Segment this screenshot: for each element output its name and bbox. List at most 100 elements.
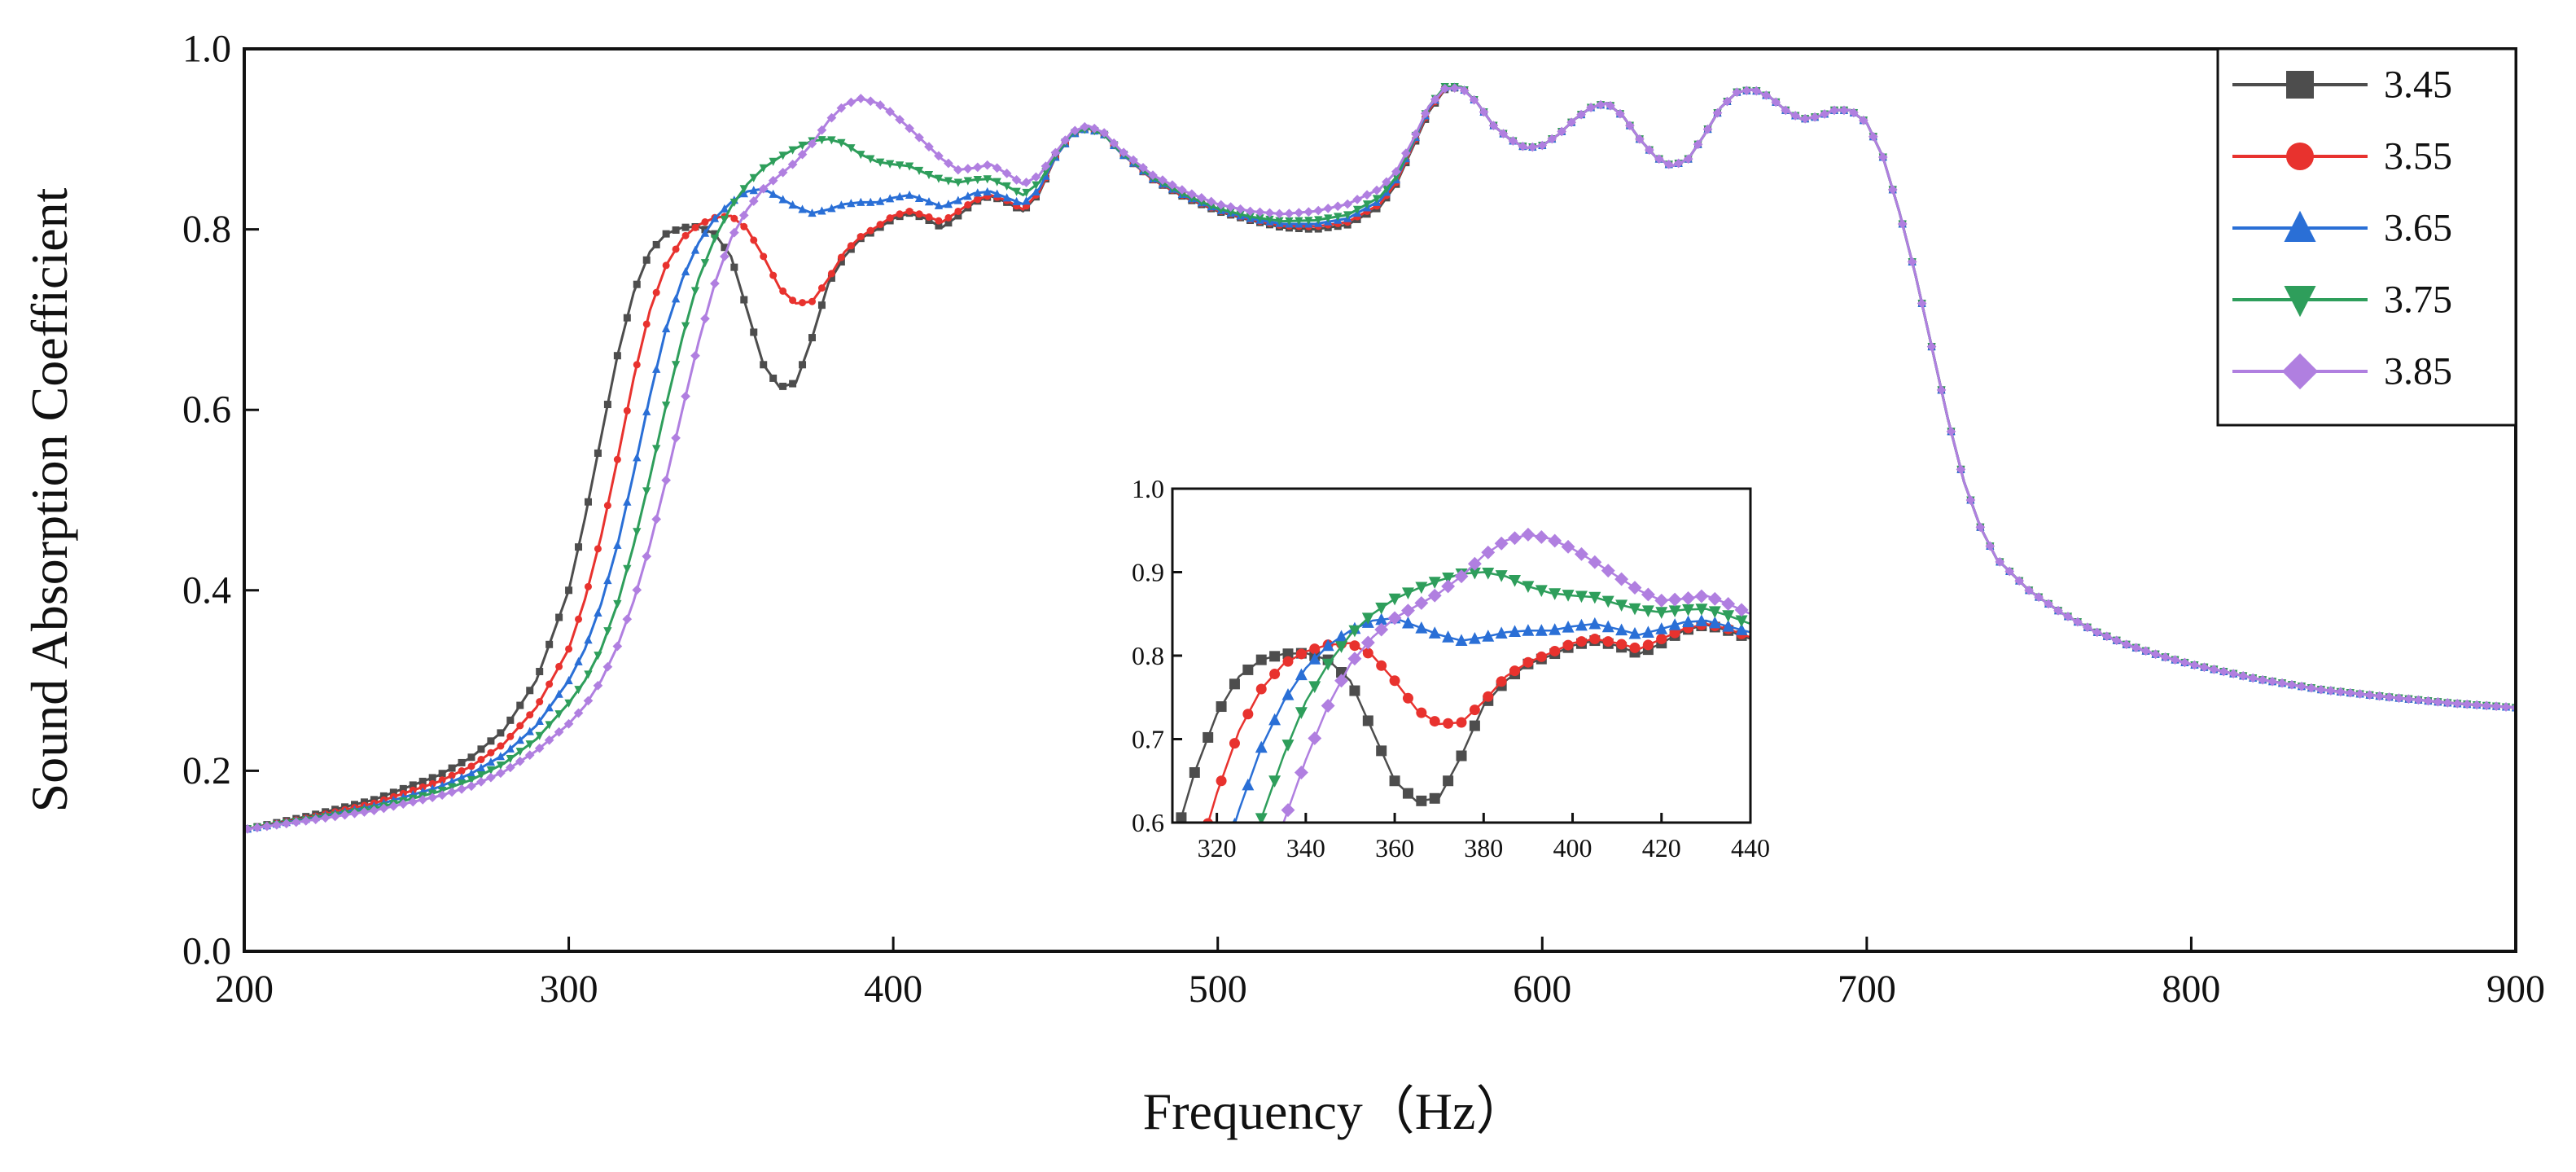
main-point-3.85: [1031, 172, 1041, 182]
inset-point-3.75: [1509, 575, 1522, 587]
main-point-3.75: [769, 157, 778, 166]
main-point-3.85: [1673, 158, 1684, 169]
main-point-3.85: [1449, 83, 1460, 93]
main-point-3.45: [545, 640, 554, 648]
main-point-3.55: [886, 214, 894, 222]
main-point-3.75: [992, 178, 1001, 187]
legend-marker: [2281, 353, 2319, 390]
main-point-3.85: [476, 777, 486, 787]
main-point-3.45: [487, 737, 495, 745]
main-point-3.85: [1897, 219, 1908, 229]
main-series-3.85: [244, 83, 2516, 834]
main-point-3.65: [584, 635, 593, 644]
main-point-3.75: [623, 564, 632, 573]
legend-marker: [2284, 286, 2316, 318]
main-point-3.85: [1761, 90, 1772, 100]
inset-point-3.65: [1522, 624, 1535, 636]
main-point-3.85: [2287, 679, 2297, 690]
inset-point-3.75: [1348, 625, 1361, 638]
main-y-tick-label: 0.8: [182, 208, 231, 251]
inset-y-tick-label: 0.9: [1132, 558, 1164, 587]
main-point-3.85: [836, 103, 847, 113]
main-point-3.85: [1566, 117, 1577, 128]
main-point-3.85: [1303, 207, 1314, 217]
inset-point-3.75: [1335, 641, 1348, 653]
inset-point-3.75: [1641, 605, 1654, 617]
main-point-3.85: [2325, 686, 2336, 696]
inset-point-3.55: [1562, 639, 1574, 651]
main-point-3.55: [847, 242, 855, 250]
main-point-3.85: [1264, 208, 1275, 218]
main-point-3.85: [1508, 136, 1518, 146]
inset-point-3.55: [1376, 660, 1387, 671]
main-y-tick-label: 0.6: [182, 388, 231, 432]
main-point-3.65: [545, 703, 554, 712]
inset-point-3.85: [1614, 572, 1629, 586]
main-point-3.55: [448, 771, 456, 779]
main-point-3.85: [602, 661, 613, 672]
inset-point-3.85: [1281, 803, 1295, 818]
inset-clip-group: [1176, 527, 1750, 823]
inset-point-3.65: [1232, 817, 1238, 823]
main-point-3.65: [963, 191, 972, 200]
main-point-3.85: [1596, 99, 1606, 110]
inset-point-3.65: [1268, 713, 1281, 726]
main-point-3.85: [1011, 175, 1022, 185]
main-point-3.45: [681, 223, 690, 231]
main-point-3.85: [1459, 86, 1470, 96]
main-point-3.75: [564, 699, 573, 708]
main-point-3.85: [2452, 699, 2463, 709]
main-point-3.85: [310, 814, 321, 824]
main-y-tick-label: 0.4: [182, 568, 231, 612]
main-point-3.75: [1285, 217, 1294, 226]
main-point-3.85: [1859, 115, 1868, 125]
main-point-3.85: [1683, 154, 1693, 165]
inset-point-3.85: [1454, 569, 1469, 584]
main-point-3.85: [2297, 681, 2307, 691]
main-point-3.55: [613, 455, 621, 463]
main-point-3.85: [1488, 121, 1499, 131]
main-point-3.55: [905, 207, 913, 215]
main-point-3.85: [1294, 208, 1304, 217]
main-point-3.85: [1391, 166, 1401, 177]
main-point-3.75: [1334, 213, 1343, 222]
main-point-3.75: [895, 161, 905, 170]
inset-point-3.65: [1628, 626, 1641, 639]
main-point-3.85: [2004, 566, 2015, 577]
main-point-3.85: [1868, 131, 1878, 142]
inset-point-3.75: [1361, 612, 1374, 625]
inset-point-3.85: [1628, 581, 1642, 595]
main-point-3.85: [1557, 126, 1567, 137]
main-point-3.55: [603, 502, 611, 510]
inset-point-3.45: [1229, 678, 1240, 690]
main-point-3.85: [2482, 700, 2491, 711]
main-point-3.75: [1022, 188, 1031, 198]
main-point-3.75: [1343, 211, 1352, 220]
inset-point-3.85: [1534, 530, 1549, 544]
inset-point-3.45: [1402, 788, 1413, 799]
main-point-3.85: [583, 696, 594, 706]
main-point-3.85: [729, 227, 739, 238]
main-point-3.85: [2063, 612, 2073, 621]
main-x-tick-label: 900: [2486, 968, 2545, 1011]
main-point-3.75: [447, 783, 457, 792]
main-point-3.85: [349, 808, 360, 819]
main-point-3.85: [1498, 129, 1509, 139]
inset-chart: 320 340 360 380 400 420 440 0.6 0.7 0.8 0.9 1.0: [1132, 474, 1770, 863]
inset-point-3.55: [1416, 707, 1427, 718]
main-point-3.75: [476, 770, 486, 780]
main-point-3.55: [516, 722, 524, 730]
inset-point-3.65: [1335, 630, 1348, 643]
main-point-3.75: [914, 166, 924, 175]
inset-point-3.85: [1321, 699, 1335, 713]
main-point-3.65: [603, 575, 612, 585]
main-point-3.85: [1060, 135, 1071, 145]
main-point-3.45: [652, 240, 660, 248]
main-point-3.45: [623, 314, 631, 322]
main-point-3.85: [2394, 693, 2404, 703]
inset-point-3.55: [1496, 676, 1507, 687]
main-point-3.85: [2442, 698, 2453, 708]
main-point-3.85: [856, 94, 866, 103]
main-point-3.85: [1109, 138, 1119, 148]
inset-point-3.55: [1522, 656, 1534, 668]
